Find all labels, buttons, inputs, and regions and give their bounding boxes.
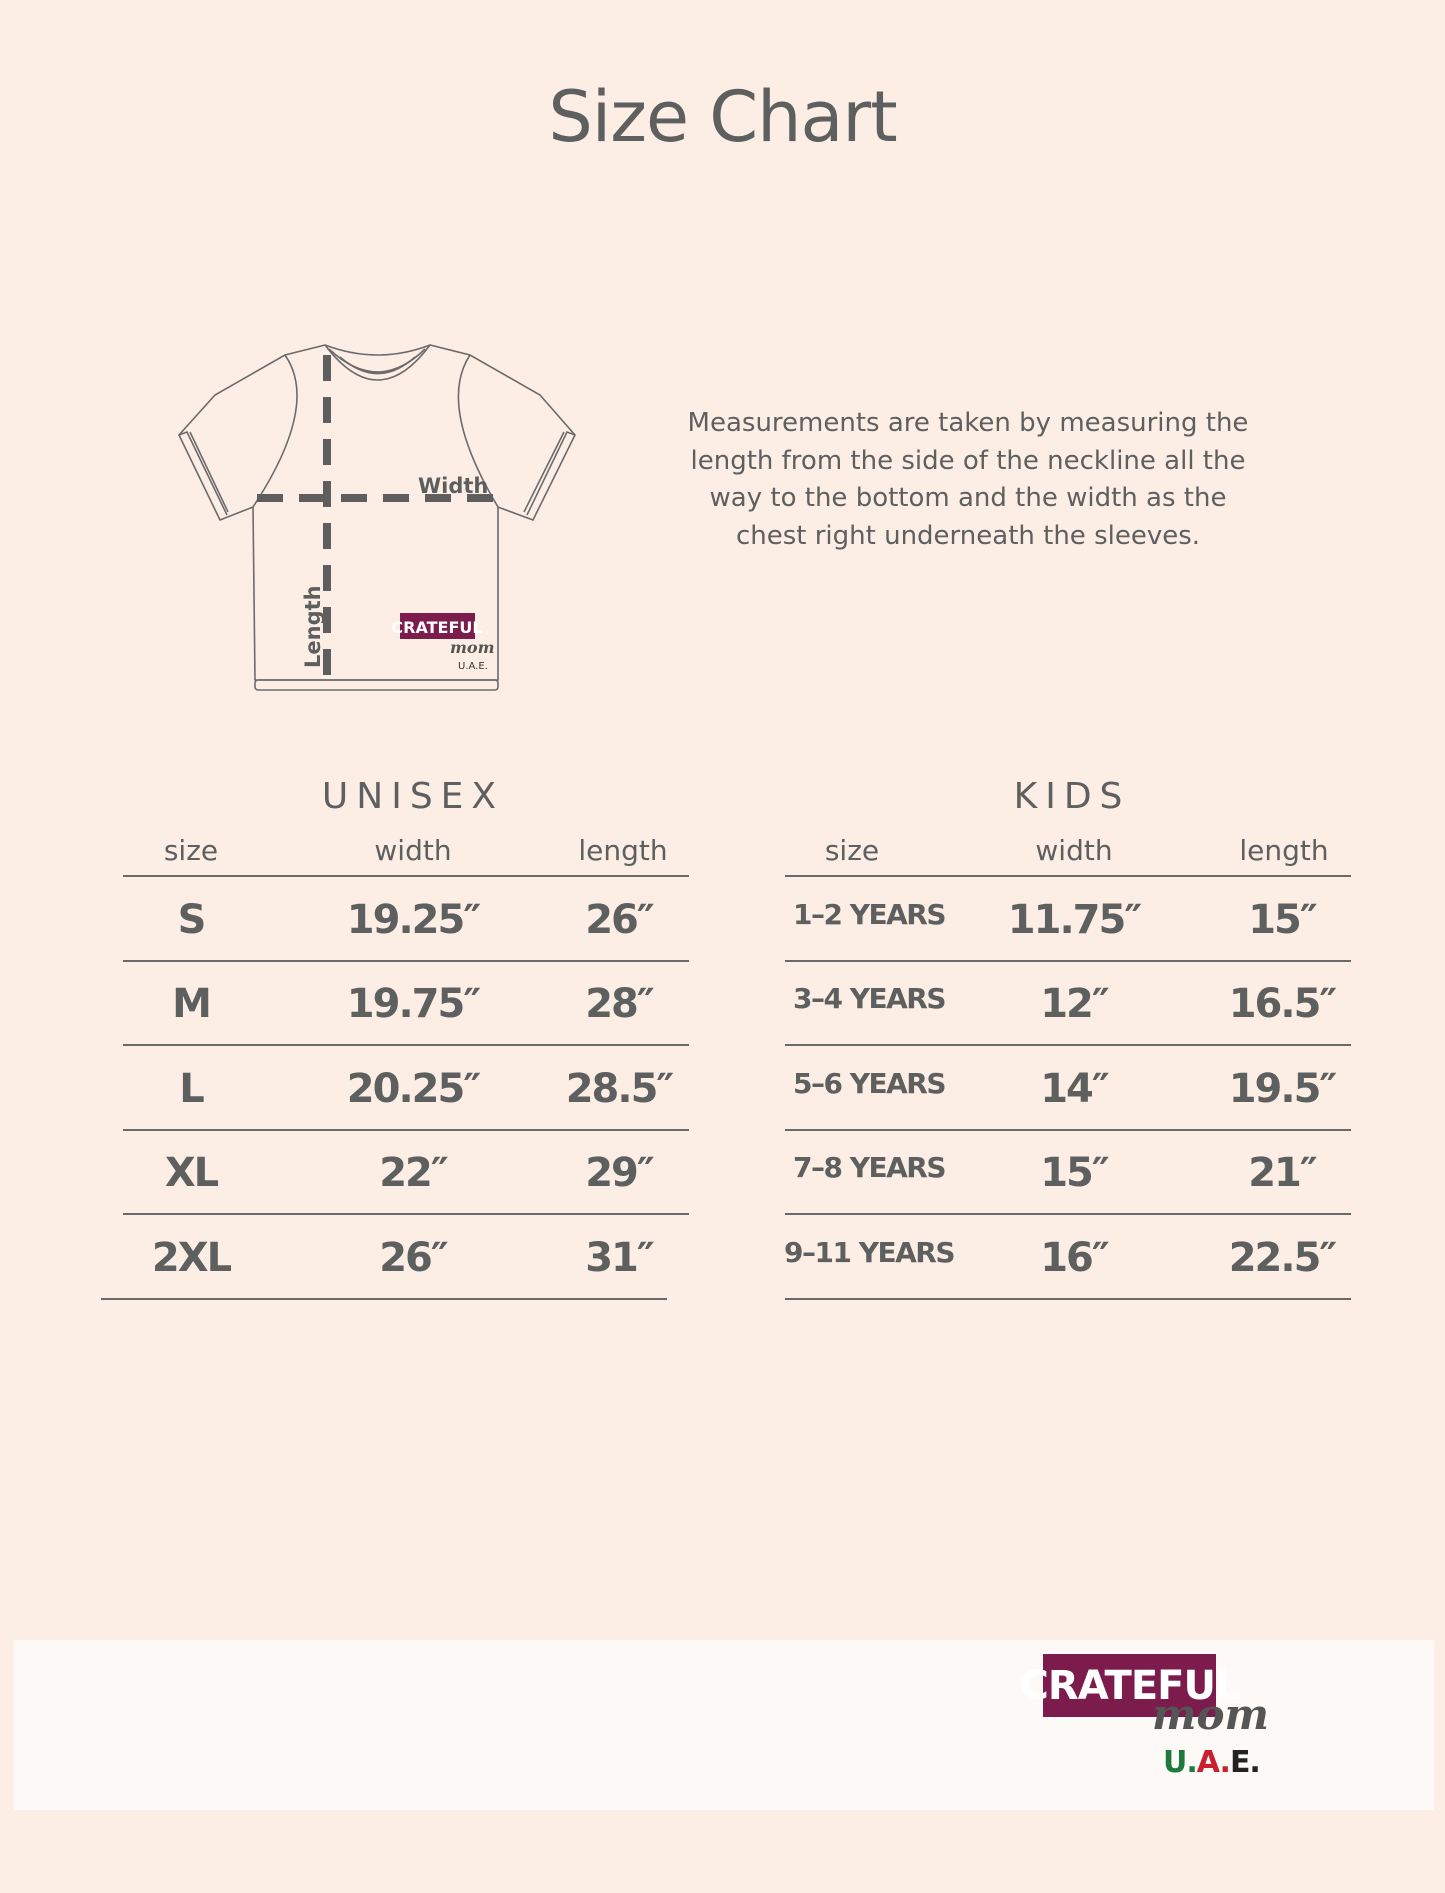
width-cell: 22″ xyxy=(379,1150,449,1196)
size-cell: S xyxy=(177,897,207,943)
size-cell: XL xyxy=(164,1150,219,1196)
size-cell: 7–8 YEARS xyxy=(792,1151,947,1184)
length-cell: 28.5″ xyxy=(565,1066,675,1112)
header-length: length xyxy=(578,834,668,867)
description-line: Measurements are taken by measuring the xyxy=(687,408,1249,438)
width-cell: 26″ xyxy=(379,1235,449,1281)
header-size: size xyxy=(163,834,219,867)
divider xyxy=(123,875,689,877)
uae-e: E. xyxy=(1229,1745,1261,1780)
header-size: size xyxy=(824,834,880,867)
width-cell: 16″ xyxy=(1040,1235,1110,1281)
width-cell: 15″ xyxy=(1040,1150,1110,1196)
divider xyxy=(785,960,1351,962)
width-cell: 12″ xyxy=(1040,981,1110,1027)
width-cell: 19.75″ xyxy=(346,981,481,1027)
divider xyxy=(785,1213,1351,1215)
divider xyxy=(785,875,1351,877)
shirt-logo-mom: mom xyxy=(450,638,495,657)
divider xyxy=(123,1213,689,1215)
header-width: width xyxy=(374,834,452,867)
width-cell: 14″ xyxy=(1040,1066,1110,1112)
divider xyxy=(785,1298,1351,1300)
length-cell: 26″ xyxy=(585,897,655,943)
divider xyxy=(785,1129,1351,1131)
tshirt-diagram: Width Length CRATEFUL mom U.A.E. xyxy=(178,344,576,691)
length-cell: 15″ xyxy=(1248,897,1318,943)
width-cell: 20.25″ xyxy=(346,1066,481,1112)
unisex-title: UNISEX xyxy=(321,776,505,817)
brand-logo-uae: U.A.E. xyxy=(1163,1745,1261,1780)
header-width: width xyxy=(1035,834,1113,867)
length-label: Length xyxy=(301,585,325,668)
header-length: length xyxy=(1239,834,1329,867)
width-cell: 19.25″ xyxy=(346,897,481,943)
uae-u: U. xyxy=(1163,1745,1198,1780)
size-cell: 9–11 YEARS xyxy=(784,1236,956,1269)
page-title: Size Chart xyxy=(548,76,897,158)
brand-logo-mom: mom xyxy=(1152,1690,1269,1739)
divider xyxy=(101,1298,667,1300)
size-cell: 3–4 YEARS xyxy=(792,982,947,1015)
description-line: chest right underneath the sleeves. xyxy=(735,520,1201,551)
shirt-logo-text: CRATEFUL xyxy=(391,618,482,637)
shirt-logo-uae: U.A.E. xyxy=(458,661,488,672)
size-cell: L xyxy=(179,1066,205,1112)
divider xyxy=(123,960,689,962)
length-cell: 19.5″ xyxy=(1228,1066,1338,1112)
description-line: way to the bottom and the width as the xyxy=(709,483,1227,513)
length-cell: 28″ xyxy=(585,981,655,1027)
length-cell: 22.5″ xyxy=(1228,1235,1338,1281)
length-cell: 29″ xyxy=(585,1150,655,1196)
size-cell: 5–6 YEARS xyxy=(792,1067,947,1100)
description-line: length from the side of the neckline all… xyxy=(690,445,1246,476)
divider xyxy=(785,1044,1351,1046)
uae-a: A. xyxy=(1196,1745,1231,1780)
shirt-logo-box xyxy=(400,613,475,639)
length-cell: 31″ xyxy=(585,1235,655,1281)
size-cell: 1–2 YEARS xyxy=(792,898,947,931)
size-cell: 2XL xyxy=(151,1235,232,1281)
divider xyxy=(123,1044,689,1046)
length-cell: 21″ xyxy=(1248,1150,1318,1196)
divider xyxy=(123,1129,689,1131)
measurement-description: Measurements are taken by measuring the … xyxy=(640,405,1296,555)
length-cell: 16.5″ xyxy=(1228,981,1338,1027)
width-cell: 11.75″ xyxy=(1007,897,1142,943)
kids-title: KIDS xyxy=(1013,776,1131,817)
brand-logo-box: CRATEFUL xyxy=(1020,1654,1240,1717)
size-cell: M xyxy=(172,981,212,1027)
width-label: Width xyxy=(418,474,488,498)
